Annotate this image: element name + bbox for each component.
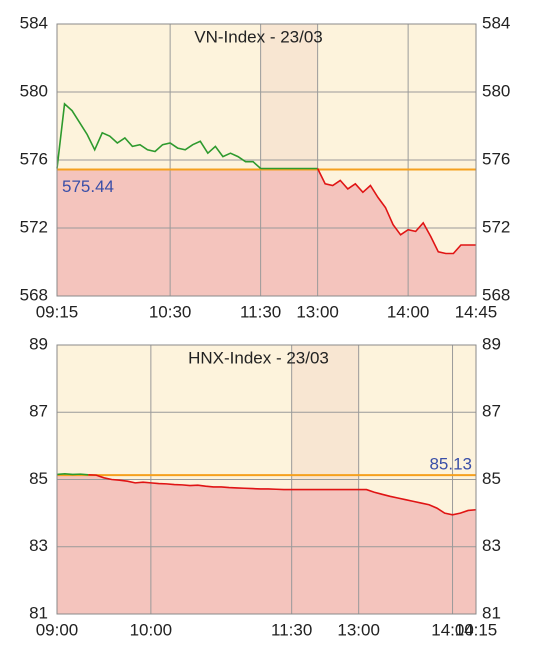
area	[57, 475, 476, 614]
y2-tick-label: 81	[482, 603, 501, 622]
reference-label: 575.44	[62, 177, 114, 196]
y2-tick-label: 572	[482, 217, 510, 236]
chart-title: HNX-Index - 23/03	[188, 348, 329, 367]
x-tick-label: 13:00	[296, 302, 339, 321]
y2-tick-label: 83	[482, 536, 501, 555]
y2-tick-label: 89	[482, 334, 501, 353]
plot-frame	[56, 23, 477, 297]
y-tick-label: 83	[29, 536, 48, 555]
y-tick-label: 81	[29, 603, 48, 622]
y2-tick-label: 580	[482, 81, 510, 100]
y-tick-label: 85	[29, 469, 48, 488]
x-tick-label: 11:30	[271, 620, 312, 639]
area	[57, 169, 476, 296]
y2-tick-label: 87	[482, 402, 501, 421]
y-tick-label: 89	[29, 334, 48, 353]
x-tick-label: 14:15	[455, 620, 498, 639]
x-tick-label: 10:00	[130, 620, 173, 639]
y-tick-label: 568	[20, 285, 48, 304]
y2-tick-label: 584	[482, 13, 510, 32]
y-tick-label: 584	[20, 13, 48, 32]
chart-title: VN-Index - 23/03	[194, 27, 323, 46]
y-tick-label: 87	[29, 402, 48, 421]
reference-label: 85.13	[429, 455, 472, 474]
index-line	[88, 473, 477, 516]
y2-tick-label: 568	[482, 285, 510, 304]
index-line	[56, 102, 318, 170]
x-tick-label: 10:30	[149, 302, 192, 321]
y-tick-label: 576	[20, 149, 48, 168]
x-tick-label: 11:30	[240, 302, 281, 321]
x-tick-label: 09:00	[36, 620, 79, 639]
x-tick-label: 14:45	[455, 302, 498, 321]
x-tick-label: 09:15	[36, 302, 79, 321]
x-tick-label: 14:00	[431, 620, 474, 639]
y-tick-label: 572	[20, 217, 48, 236]
y-tick-label: 580	[20, 81, 48, 100]
y2-tick-label: 576	[482, 149, 510, 168]
plot-frame	[56, 344, 477, 615]
x-tick-label: 13:00	[337, 620, 380, 639]
y2-tick-label: 85	[482, 469, 501, 488]
x-tick-label: 14:00	[387, 302, 430, 321]
index-line	[316, 168, 476, 255]
index-line	[56, 472, 89, 476]
